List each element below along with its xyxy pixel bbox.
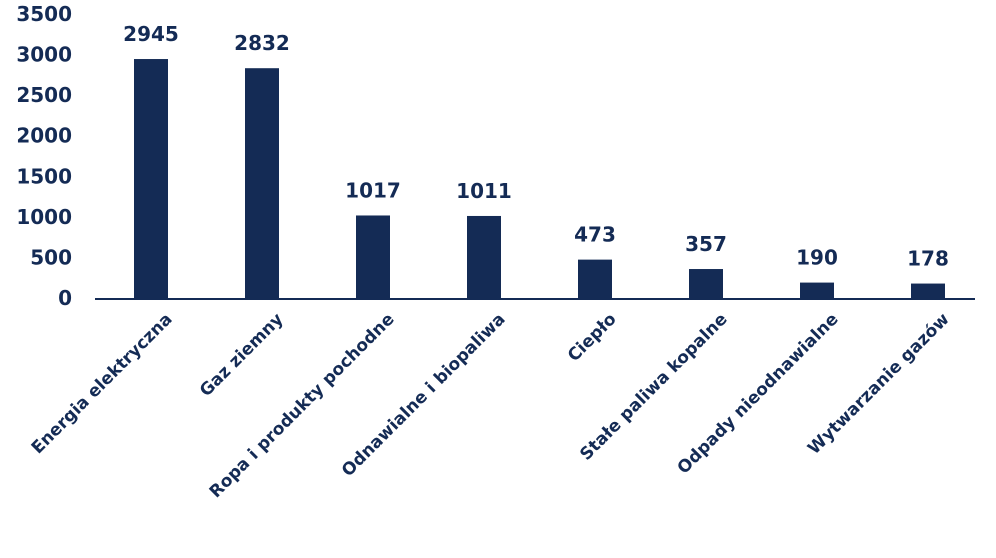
x-tick-label: Ropa i produkty pochodne <box>206 309 399 502</box>
y-tick-label: 2000 <box>16 124 72 148</box>
bar <box>356 215 390 298</box>
y-tick-label: 3000 <box>16 43 72 67</box>
data-label: 1011 <box>456 179 512 203</box>
bars <box>134 59 945 298</box>
bar <box>134 59 168 298</box>
bar <box>578 259 612 298</box>
y-tick-label: 0 <box>58 286 72 310</box>
data-label: 178 <box>907 247 949 271</box>
data-label: 190 <box>796 246 838 270</box>
bar <box>467 215 501 298</box>
y-tick-label: 1500 <box>16 164 72 188</box>
data-label: 1017 <box>345 178 401 202</box>
bar <box>689 269 723 298</box>
y-tick-label: 3500 <box>16 2 72 26</box>
x-tick-label: Energia elektryczna <box>28 309 177 458</box>
data-labels: 2945 2832 1017 1011 473 357 190 178 <box>123 22 949 271</box>
x-tick-label: Ciepło <box>564 309 621 366</box>
data-label: 2832 <box>234 31 290 55</box>
y-axis-ticks: 0 500 1000 1500 2000 2500 3000 3500 <box>16 2 72 310</box>
data-label: 357 <box>685 232 727 256</box>
y-tick-label: 500 <box>30 245 72 269</box>
bar <box>800 282 834 298</box>
y-tick-label: 1000 <box>16 205 72 229</box>
x-tick-label: Gaz ziemny <box>196 309 287 400</box>
bar <box>245 68 279 298</box>
data-label: 473 <box>574 223 616 247</box>
data-label: 2945 <box>123 22 179 46</box>
bar <box>911 283 945 298</box>
y-tick-label: 2500 <box>16 83 72 107</box>
